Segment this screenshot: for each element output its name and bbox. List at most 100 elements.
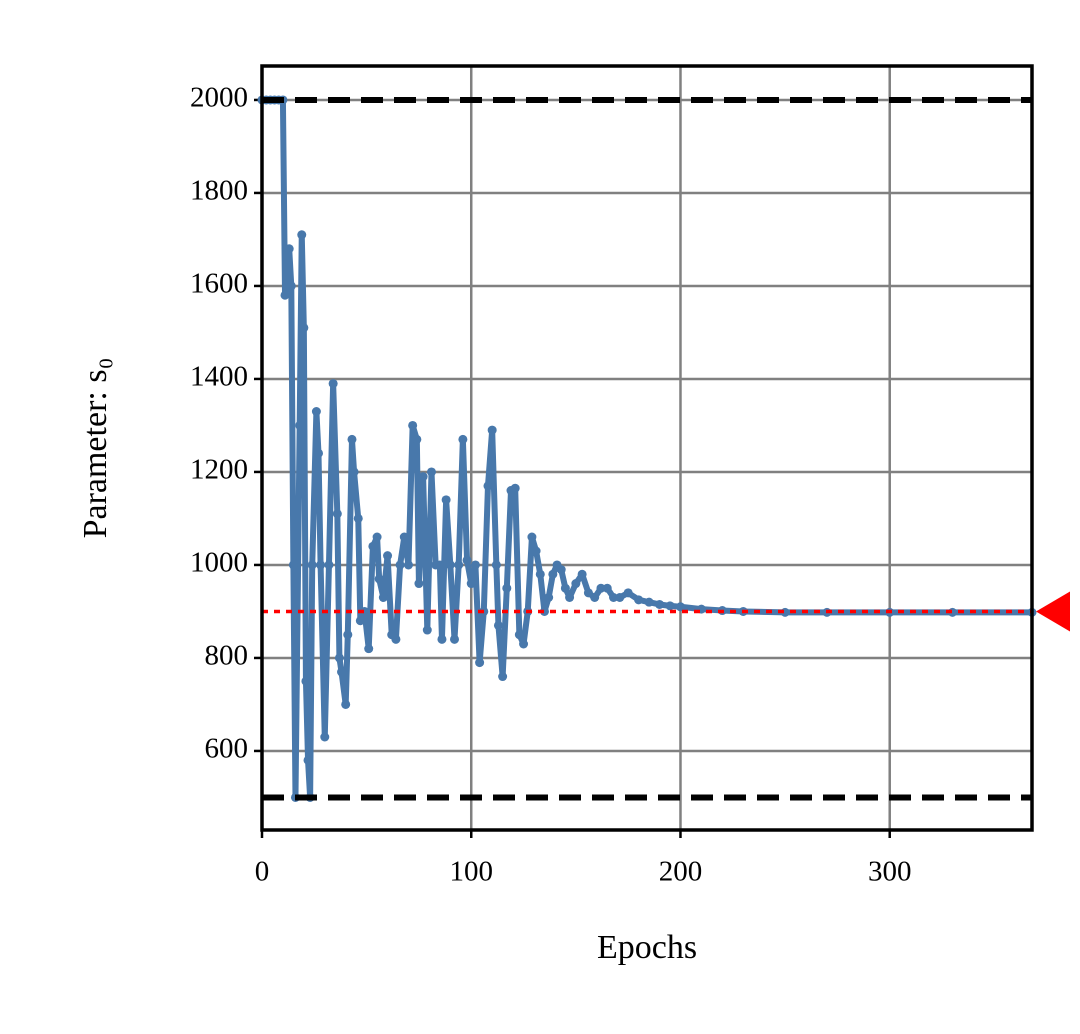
data-point [334,653,344,663]
x-tick-label: 0 [255,856,270,888]
data-point [435,560,445,570]
data-point [347,434,357,444]
x-tick-label: 300 [868,856,912,888]
y-tick-label: 1400 [190,361,248,393]
data-point [491,560,501,570]
data-point [675,602,685,612]
data-point [487,425,497,435]
data-point [372,532,382,542]
data-point [324,560,334,570]
data-point [383,551,393,561]
data-point [493,620,503,630]
data-point [360,606,370,616]
data-point [286,281,296,291]
y-tick-label: 600 [205,733,249,765]
data-point [418,472,428,482]
data-point [364,644,374,654]
data-point [328,379,338,389]
data-point [583,588,593,598]
y-tick-label: 1200 [190,454,248,486]
data-point [391,634,401,644]
data-point [368,541,378,551]
data-point [374,574,384,584]
data-point [502,583,512,593]
data-point [571,579,581,589]
data-point [535,569,545,579]
data-point [295,420,305,430]
y-tick-label: 1800 [190,175,248,207]
y-axis-label: Parameter: s₀ [77,358,114,539]
x-tick-label: 200 [659,856,703,888]
data-point [337,667,347,677]
data-point [353,513,363,523]
data-point [349,467,359,477]
data-point [475,658,485,668]
data-point [644,597,654,607]
data-point [510,483,520,493]
y-tick-label: 2000 [190,82,248,114]
data-point [403,560,413,570]
data-point [527,532,537,542]
data-point [313,448,323,458]
data-point [609,592,619,602]
data-point [498,672,508,682]
data-point [378,592,388,602]
data-point [560,583,570,593]
data-point [655,599,665,609]
data-point [556,565,566,575]
data-point [466,579,476,589]
data-point [437,634,447,644]
data-point [531,546,541,556]
data-point [412,434,422,444]
data-point [297,230,307,240]
data-point [470,560,480,570]
data-point [623,588,633,598]
data-point [483,481,493,491]
data-point [288,560,298,570]
data-point [341,699,351,709]
data-point [343,630,353,640]
data-point [280,290,290,300]
data-point [539,606,549,616]
data-point [426,467,436,477]
data-point [458,434,468,444]
x-axis-label: Epochs [597,929,697,966]
data-point [590,592,600,602]
data-point [514,630,524,640]
data-point [284,244,294,254]
data-point [615,592,625,602]
data-point [301,676,311,686]
y-tick-label: 1600 [190,268,248,300]
data-point [565,592,575,602]
data-point [454,560,464,570]
data-point [596,583,606,593]
data-point [441,495,451,505]
data-point [665,601,675,611]
data-point [450,634,459,644]
data-point [544,592,554,602]
data-point [355,616,365,626]
x-tick-label: 100 [449,856,493,888]
data-point [602,583,612,593]
data-point [311,406,321,416]
plot-frame [260,64,1034,832]
data-point [395,560,405,570]
data-point [634,595,644,605]
data-point [548,569,558,579]
y-tick-label: 800 [205,640,249,672]
data-point [414,579,424,589]
data-point [422,625,432,635]
data-point [303,755,313,765]
data-point [519,639,529,649]
data-point [332,509,342,519]
data-point [299,323,309,333]
data-point [316,560,326,570]
data-point [577,569,587,579]
data-point [445,560,455,570]
data-point [462,555,472,565]
y-tick-label: 1000 [190,547,248,579]
data-point [320,732,330,742]
data-point [307,560,317,570]
